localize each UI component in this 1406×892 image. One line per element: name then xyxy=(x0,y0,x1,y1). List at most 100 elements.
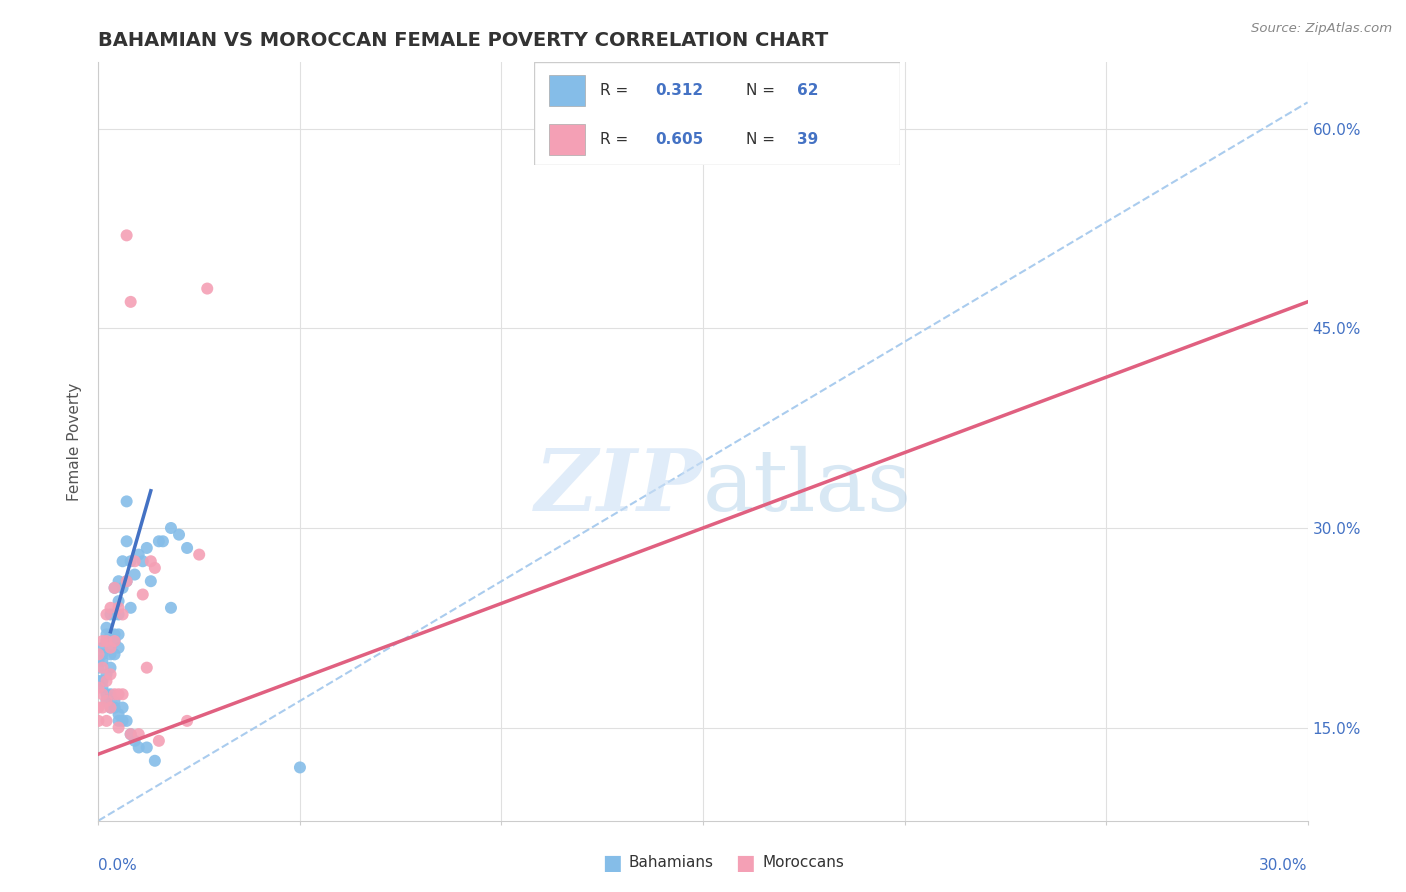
Point xyxy=(111,687,134,701)
FancyBboxPatch shape xyxy=(548,124,585,155)
Point xyxy=(176,714,198,728)
Text: N =: N = xyxy=(747,132,780,147)
Point xyxy=(107,721,129,735)
FancyBboxPatch shape xyxy=(548,75,585,105)
Point xyxy=(87,661,110,675)
Point xyxy=(139,574,162,589)
Point xyxy=(107,707,129,722)
Text: R =: R = xyxy=(600,132,633,147)
Point xyxy=(160,521,183,535)
Text: N =: N = xyxy=(747,83,780,97)
Point xyxy=(87,714,110,728)
Point xyxy=(120,600,142,615)
Point xyxy=(100,661,122,675)
Point xyxy=(96,621,118,635)
Point xyxy=(107,687,129,701)
Point xyxy=(188,548,211,562)
Point xyxy=(87,673,110,688)
Point xyxy=(132,554,155,568)
Point xyxy=(91,648,114,662)
Point xyxy=(107,640,129,655)
Point xyxy=(143,754,166,768)
Text: 30.0%: 30.0% xyxy=(1260,858,1308,873)
Point xyxy=(100,700,122,714)
Point xyxy=(96,694,118,708)
Point xyxy=(100,600,122,615)
Point xyxy=(124,567,146,582)
Point xyxy=(100,640,122,655)
Point xyxy=(103,694,125,708)
Point xyxy=(176,541,198,555)
FancyBboxPatch shape xyxy=(534,62,900,165)
Point xyxy=(87,681,110,695)
Point xyxy=(128,740,150,755)
Text: Bahamians: Bahamians xyxy=(628,855,713,870)
Text: R =: R = xyxy=(600,83,633,97)
Text: 0.312: 0.312 xyxy=(655,83,703,97)
Point xyxy=(103,607,125,622)
Point xyxy=(120,554,142,568)
Point xyxy=(111,554,134,568)
Point xyxy=(87,648,110,662)
Point xyxy=(91,654,114,668)
Point xyxy=(128,548,150,562)
Point xyxy=(96,714,118,728)
Point xyxy=(107,627,129,641)
Point xyxy=(107,574,129,589)
Text: ■: ■ xyxy=(602,853,621,872)
Point xyxy=(96,627,118,641)
Point xyxy=(87,654,110,668)
Point xyxy=(96,634,118,648)
Point xyxy=(96,634,118,648)
Point xyxy=(135,740,157,755)
Point xyxy=(115,714,138,728)
Text: Source: ZipAtlas.com: Source: ZipAtlas.com xyxy=(1251,22,1392,36)
Point xyxy=(288,760,311,774)
Point xyxy=(103,627,125,641)
Point xyxy=(100,627,122,641)
Point xyxy=(96,667,118,681)
Point xyxy=(160,600,183,615)
Point xyxy=(107,600,129,615)
Point xyxy=(87,700,110,714)
Point xyxy=(100,667,122,681)
Point xyxy=(111,607,134,622)
Text: 0.0%: 0.0% xyxy=(98,858,138,873)
Text: atlas: atlas xyxy=(703,445,912,529)
Point xyxy=(120,727,142,741)
Point xyxy=(111,714,134,728)
Point xyxy=(135,661,157,675)
Point xyxy=(103,634,125,648)
Point xyxy=(115,534,138,549)
Point xyxy=(115,228,138,243)
Point xyxy=(120,294,142,309)
Text: 62: 62 xyxy=(797,83,818,97)
Text: 0.605: 0.605 xyxy=(655,132,703,147)
Point xyxy=(103,687,125,701)
Point xyxy=(135,541,157,555)
Point xyxy=(115,574,138,589)
Point xyxy=(103,581,125,595)
Text: Moroccans: Moroccans xyxy=(762,855,844,870)
Point xyxy=(124,554,146,568)
Point xyxy=(128,727,150,741)
Point xyxy=(91,700,114,714)
Text: ZIP: ZIP xyxy=(536,445,703,529)
Point xyxy=(107,714,129,728)
Text: 39: 39 xyxy=(797,132,818,147)
Point xyxy=(103,700,125,714)
Point xyxy=(148,534,170,549)
Point xyxy=(107,594,129,608)
Y-axis label: Female Poverty: Female Poverty xyxy=(67,383,83,500)
Point xyxy=(111,581,134,595)
Point xyxy=(103,648,125,662)
Point xyxy=(96,694,118,708)
Point xyxy=(103,634,125,648)
Point xyxy=(91,673,114,688)
Point xyxy=(100,640,122,655)
Point xyxy=(100,648,122,662)
Text: BAHAMIAN VS MOROCCAN FEMALE POVERTY CORRELATION CHART: BAHAMIAN VS MOROCCAN FEMALE POVERTY CORR… xyxy=(98,30,828,50)
Point xyxy=(91,640,114,655)
Point xyxy=(100,687,122,701)
Point xyxy=(167,527,190,541)
